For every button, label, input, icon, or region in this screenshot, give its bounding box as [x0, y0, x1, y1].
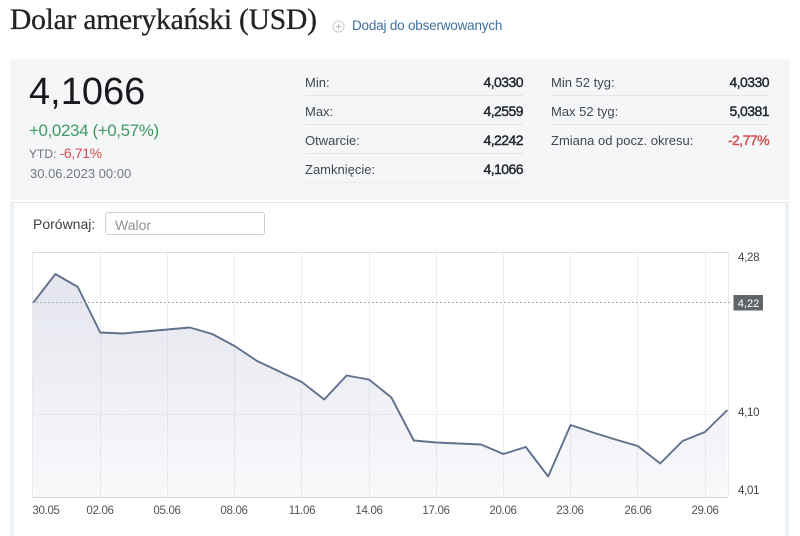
svg-text:20.06: 20.06	[489, 505, 516, 517]
svg-text:14.06: 14.06	[355, 505, 382, 517]
svg-text:05.06: 05.06	[153, 505, 180, 517]
svg-text:4,01: 4,01	[738, 485, 759, 497]
svg-text:4,28: 4,28	[738, 252, 759, 264]
svg-text:02.06: 02.06	[86, 505, 113, 517]
svg-text:4,10: 4,10	[738, 407, 759, 419]
svg-text:17.06: 17.06	[422, 505, 449, 517]
svg-text:26.06: 26.06	[624, 505, 651, 517]
svg-text:30.05: 30.05	[32, 505, 59, 517]
svg-text:29.06: 29.06	[691, 505, 718, 517]
svg-text:23.06: 23.06	[556, 505, 583, 517]
svg-text:11.06: 11.06	[289, 505, 315, 517]
svg-text:08.06: 08.06	[220, 505, 247, 517]
svg-text:4,22: 4,22	[738, 298, 759, 310]
